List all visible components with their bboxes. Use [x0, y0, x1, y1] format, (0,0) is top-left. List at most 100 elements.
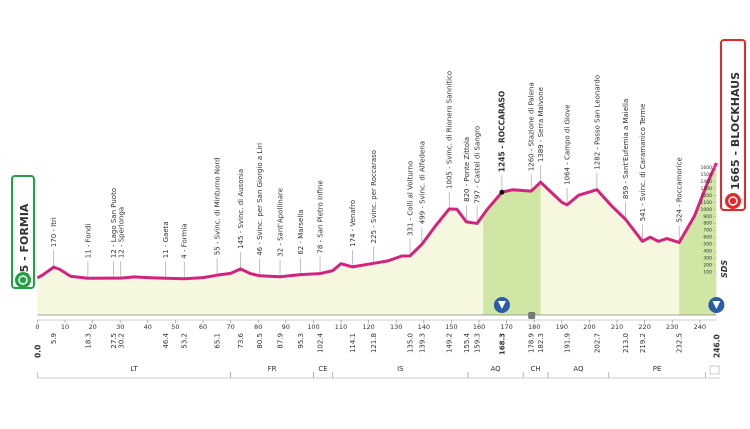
km-label: 114.1: [349, 333, 357, 353]
start-icon: [15, 272, 31, 288]
x-tick-label: 140: [418, 323, 430, 331]
km-label: 65.1: [214, 333, 222, 349]
km-label: 202.7: [593, 333, 601, 353]
waypoint-label: 174 - Venafro: [349, 200, 357, 247]
km-label: 182.3: [537, 333, 545, 353]
region-label: AQ: [573, 365, 584, 373]
finish-icon-ring: [728, 196, 738, 206]
km-label: 135.0: [407, 333, 415, 353]
region-end-icon: [709, 365, 720, 375]
summit-dot: [499, 189, 505, 195]
km-label: 5.9: [50, 333, 58, 344]
x-tick-label: 190: [556, 323, 568, 331]
region-label: AQ: [490, 365, 501, 373]
y-tick-label: 400: [703, 249, 712, 255]
y-tick-label: 1600: [701, 165, 713, 171]
km-label: 80.5: [256, 333, 264, 349]
waypoint-label: 78 - San Pietro Infine: [317, 180, 325, 253]
x-tick-label: 220: [638, 323, 650, 331]
km-label: 53.2: [181, 333, 189, 349]
km-label: 232.5: [676, 333, 684, 353]
y-tick-label: 1000: [701, 207, 713, 213]
y-tick-label: 300: [703, 256, 712, 262]
gpm-icon-mark: [712, 301, 721, 309]
finish-label: 1665 - BLOCKHAUS: [729, 72, 742, 190]
x-tick-label: 30: [116, 323, 124, 331]
y-tick-label: 1300: [701, 186, 713, 192]
finish-box: [720, 39, 746, 211]
km-label: 18.3: [84, 333, 92, 349]
km-label: 139.3: [418, 333, 426, 353]
waypoint-label: 859 - Sant'Eufemia a Maiella: [622, 99, 630, 199]
waypoint-label: 11 - Gaeta: [162, 221, 170, 258]
x-tick-label: 100: [307, 323, 319, 331]
x-tick-label: 120: [362, 323, 374, 331]
waypoint-label: 820 - Ponte Zittola: [463, 137, 471, 202]
region-label: CH: [531, 365, 541, 373]
waypoint-label: 541 - Svinc. di Caramanico Terme: [639, 104, 647, 222]
x-tick-label: 20: [88, 323, 96, 331]
region-label: LT: [130, 365, 138, 373]
waypoint-label: 4 - Formia: [181, 223, 189, 258]
profile-line: [36, 162, 718, 281]
waypoint-label: 62 - Marsella: [297, 209, 305, 254]
x-tick-label: 240: [694, 323, 706, 331]
waypoint-label: 524 - Roccamorice: [676, 157, 684, 222]
x-tick-label: 160: [473, 323, 485, 331]
waypoint-label: 797 - Castel di Sangro: [474, 126, 482, 204]
sprint-icon: [528, 312, 536, 319]
waypoint-label: 11 - Fondi: [84, 223, 92, 258]
y-tick-label: 800: [703, 221, 712, 227]
km-label: 121.8: [370, 333, 378, 353]
y-tick-label: 1100: [701, 200, 713, 206]
x-tick-label: 230: [666, 323, 678, 331]
x-tick-label: 180: [528, 323, 540, 331]
km-label: 27.5: [110, 333, 118, 349]
waypoint-label: 1260 - Stazione di Palena: [528, 82, 536, 171]
km-label: 95.3: [297, 333, 305, 349]
km-label: 73.6: [237, 332, 245, 348]
x-tick-label: 10: [61, 323, 69, 331]
finish-icon: [725, 193, 741, 209]
km-label: 191.9: [564, 333, 572, 353]
plot: 170 - Itri 5.9 11 - Fondi 18.3 12 - Lago San…: [33, 71, 725, 379]
x-tick-label: 90: [282, 323, 290, 331]
km-label: 149.2: [446, 333, 454, 353]
x-tick-label: 80: [254, 323, 262, 331]
km-label: 213.0: [622, 333, 630, 353]
region-label: CE: [318, 365, 327, 373]
km-label: 87.9: [277, 333, 285, 349]
waypoint-label: 1005 - Svinc. di Rionero Sannitico: [446, 71, 454, 189]
x-tick-label: 70: [226, 323, 234, 331]
x-tick-label: 60: [199, 323, 207, 331]
region-label: FR: [268, 365, 277, 373]
y-tick-label: 1500: [701, 172, 713, 178]
km-label: 30.2: [117, 333, 125, 349]
y-tick-label: 200: [703, 263, 712, 269]
x-tick-label: 0: [35, 323, 39, 331]
waypoint-label: 55 - Svinc. di Minturno Nord: [214, 157, 222, 255]
x-tick-label: 200: [583, 323, 595, 331]
sponsor-logo: SDS: [720, 260, 729, 278]
x-tick-label: 40: [144, 323, 152, 331]
y-tick-label: 100: [703, 270, 712, 276]
waypoint-label: 331 - Colli al Volturno: [407, 161, 415, 236]
y-tick-label: 500: [703, 242, 712, 248]
waypoint-label: 145 - Svinc. di Ausonia: [237, 169, 245, 249]
km-label: 159.3: [474, 333, 482, 353]
waypoint-label: 499 - Svinc. di Alfedena: [418, 141, 426, 224]
region-label: IS: [397, 365, 404, 373]
waypoint-label: 1245 - ROCCARASO: [497, 91, 506, 173]
y-tick-label: 700: [703, 228, 712, 234]
x-tick-label: 150: [445, 323, 457, 331]
km-label: 102.4: [317, 332, 325, 353]
start-icon-ring: [18, 275, 28, 285]
waypoint-label: 12 - Lago San Puoto: [110, 188, 118, 258]
km-label: 178.9: [528, 333, 536, 353]
y-tick-label: 900: [703, 214, 712, 220]
y-tick-label: 600: [703, 235, 712, 241]
km-label: 168.3: [498, 333, 506, 355]
waypoint-label: 170 - Itri: [50, 217, 58, 247]
